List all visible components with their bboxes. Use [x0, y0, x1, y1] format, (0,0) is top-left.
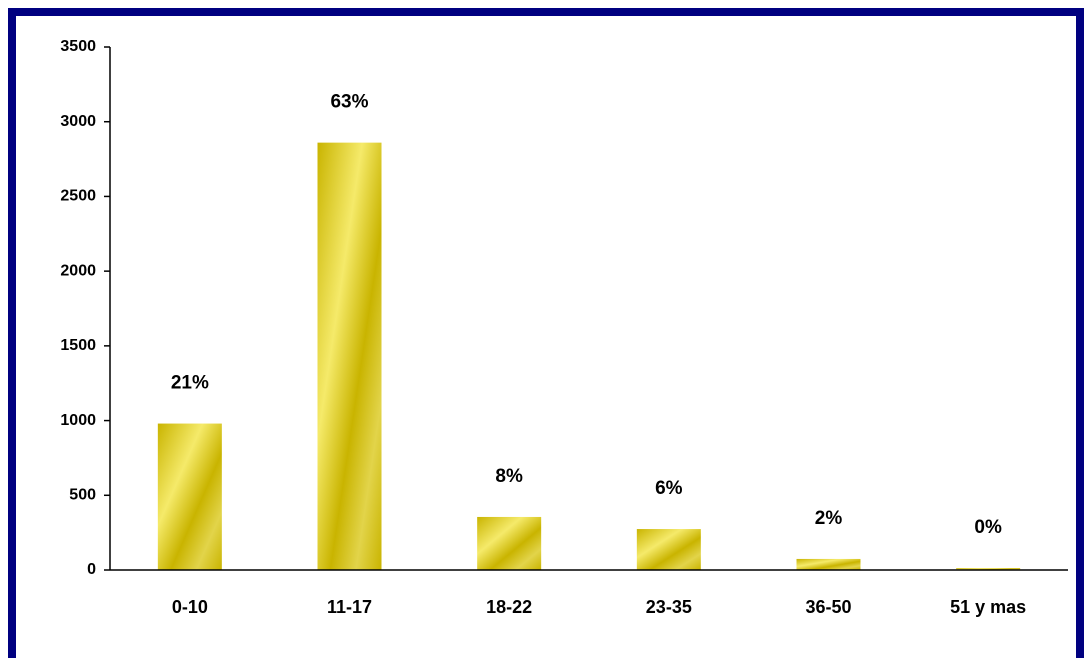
x-tick-label: 36-50 — [805, 597, 851, 617]
y-tick-label: 2000 — [60, 262, 96, 279]
bar — [956, 568, 1021, 570]
y-tick-label: 1500 — [60, 337, 96, 354]
y-tick-label: 3000 — [60, 113, 96, 130]
data-label: 0% — [974, 517, 1002, 538]
data-label: 63% — [330, 92, 368, 113]
data-label: 21% — [171, 373, 209, 394]
bar — [317, 142, 382, 571]
x-tick-label: 0-10 — [172, 597, 208, 617]
plot-area: 0 500 1000 1500 2000 2500 3000 3500 0-10 21% 11-17… — [60, 38, 1068, 617]
y-tick-label: 3500 — [60, 38, 96, 55]
x-tick-label: 23-35 — [646, 597, 692, 617]
data-label: 2% — [815, 508, 843, 529]
data-label: 8% — [495, 466, 523, 487]
bar — [157, 423, 222, 570]
bar — [477, 516, 542, 570]
y-tick-label: 1000 — [60, 412, 96, 429]
bar — [636, 529, 701, 570]
y-tick-label: 0 — [87, 561, 96, 578]
bar — [796, 558, 861, 570]
x-tick-label: 11-17 — [327, 597, 372, 617]
x-tick-label: 18-22 — [486, 597, 532, 617]
y-tick-label: 500 — [69, 487, 96, 504]
x-tick-label: 51 y mas — [950, 597, 1026, 617]
y-tick-label: 2500 — [60, 188, 96, 205]
data-label: 6% — [655, 478, 683, 499]
